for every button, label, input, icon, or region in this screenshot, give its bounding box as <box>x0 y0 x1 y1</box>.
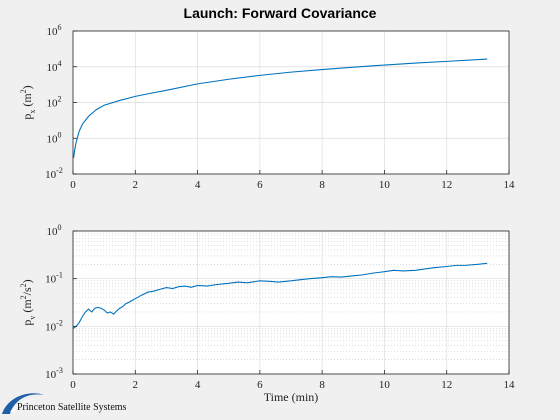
x-tick-label: 8 <box>319 179 325 191</box>
minor-grid <box>73 232 509 360</box>
y-label-unit-close: ) <box>20 85 34 89</box>
series-line <box>72 262 488 329</box>
x-tick-label: 10 <box>379 179 391 191</box>
y-label-unit-exponent: 2 <box>19 89 28 93</box>
x-tick-label: 4 <box>195 179 201 191</box>
y-tick-base: 10 <box>47 98 59 110</box>
x-tick-label: 0 <box>70 179 76 191</box>
x-tick-label: 14 <box>504 179 516 191</box>
logo-swoosh-icon <box>2 393 44 414</box>
x-axis-label: Time (min) <box>264 390 319 404</box>
y-tick-label: 10-2 <box>45 166 63 181</box>
y-label-unit-denominator: /s <box>20 287 34 295</box>
y-tick-exponent: 6 <box>58 23 62 32</box>
y-tick-base: 10 <box>47 26 59 38</box>
y-label-unit-exponent: 2 <box>19 295 28 299</box>
x-tick-label: 6 <box>257 379 263 391</box>
y-tick-exponent: 0 <box>58 223 62 232</box>
logo-text: Princeton Satellite Systems <box>17 402 127 413</box>
y-tick-label: 100 <box>47 130 62 145</box>
y-tick-label: 100 <box>47 223 62 238</box>
x-tick-label: 12 <box>441 179 452 191</box>
y-tick-label: 10-1 <box>45 271 63 286</box>
axes-box <box>72 230 510 375</box>
x-tick-label: 8 <box>319 379 325 391</box>
y-tick-base: 10 <box>47 133 59 145</box>
series-line <box>73 58 488 158</box>
y-tick-exponent: 0 <box>58 130 62 139</box>
x-tick-label: 0 <box>70 379 76 391</box>
y-tick-exponent: -1 <box>56 271 63 280</box>
y-tick-label: 106 <box>47 23 62 38</box>
figure-title: Launch: Forward Covariance <box>184 5 377 21</box>
x-tick-label: 14 <box>504 379 516 391</box>
y-label-subscript: x <box>28 110 37 114</box>
y-tick-exponent: 2 <box>58 95 62 104</box>
y-tick-base: 10 <box>45 169 57 181</box>
y-tick-label: 10-3 <box>45 366 63 381</box>
y-tick-label: 102 <box>47 95 62 110</box>
y-axis-label: pv (m2/s2) <box>19 279 37 325</box>
x-tick-label: 10 <box>379 379 391 391</box>
y-tick-exponent: -2 <box>56 166 63 175</box>
logo-swoosh-inner-icon <box>10 398 38 412</box>
x-tick-label: 6 <box>257 179 263 191</box>
logo: Princeton Satellite Systems <box>2 393 127 414</box>
y-tick-label: 10-2 <box>45 318 63 333</box>
y-tick-exponent: -3 <box>56 366 63 375</box>
x-tick-label: 2 <box>133 379 139 391</box>
y-label-base: p <box>20 114 34 120</box>
y-tick-base: 10 <box>47 62 59 74</box>
x-tick-label: 4 <box>195 379 201 391</box>
y-tick-base: 10 <box>47 226 59 238</box>
x-tick-label: 12 <box>441 379 452 391</box>
y-label-unit-close: ) <box>20 279 34 283</box>
x-tick-label: 2 <box>133 179 139 191</box>
y-tick-base: 10 <box>45 369 57 381</box>
plot-area <box>73 231 509 374</box>
y-tick-base: 10 <box>45 321 57 333</box>
y-tick-base: 10 <box>45 274 57 286</box>
y-axis-label: px (m2) <box>19 85 37 119</box>
y-label-subscript: v <box>28 316 37 320</box>
y-label-base: p <box>20 320 34 326</box>
y-tick-exponent: 4 <box>58 59 62 68</box>
y-tick-exponent: -2 <box>56 318 63 327</box>
y-label-unit-exponent-2: 2 <box>19 283 28 287</box>
y-label-unit: (m <box>20 93 34 110</box>
y-label-unit: (m <box>20 299 34 316</box>
y-tick-label: 104 <box>47 59 62 74</box>
